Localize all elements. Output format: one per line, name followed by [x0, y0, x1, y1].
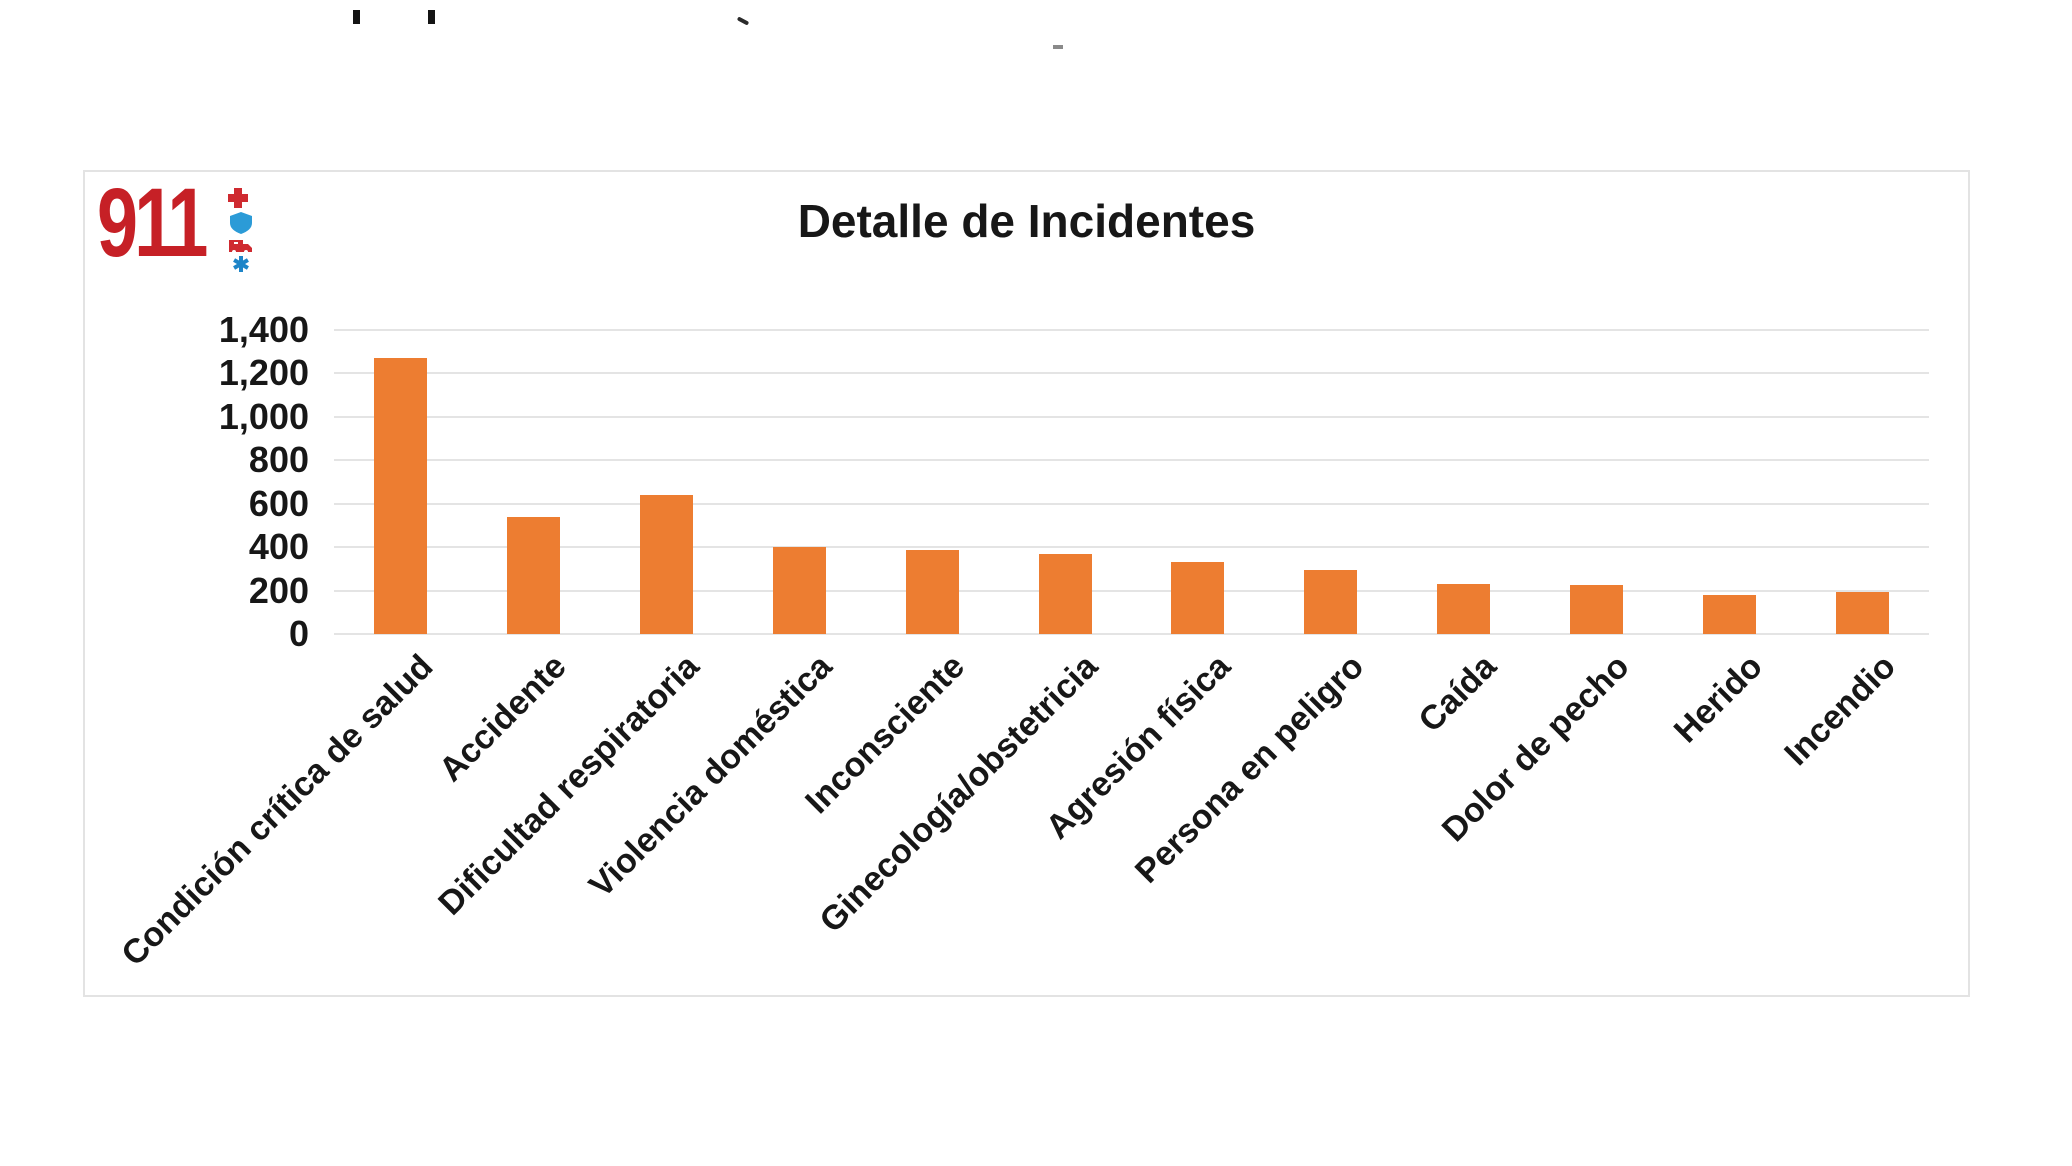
incident-bar-chart: 911 D — [83, 170, 1970, 997]
cutoff-text-fragment — [428, 10, 435, 24]
x-axis-category-label: Ginecología/obstetricia — [812, 647, 1106, 941]
y-axis-tick-label: 1,200 — [218, 352, 309, 394]
gridline — [334, 546, 1929, 549]
x-axis-category-label: Accidente — [431, 647, 574, 790]
cutoff-text-fragment — [1053, 45, 1063, 49]
gridline — [334, 502, 1929, 505]
bar-9 — [1437, 584, 1491, 634]
bar-10 — [1570, 585, 1624, 634]
gridline — [334, 372, 1929, 375]
chart-title: Detalle de Incidentes — [797, 195, 1256, 247]
y-axis-tick-label: 200 — [248, 569, 309, 611]
x-axis-category-label: Violencia doméstica — [581, 647, 840, 905]
bar-5 — [905, 550, 959, 634]
bar-3 — [639, 495, 693, 634]
x-axis-category-label: Incendio — [1776, 647, 1903, 774]
bar-11 — [1703, 594, 1757, 634]
x-axis-category-label: Caída — [1411, 647, 1504, 740]
y-axis-tick-label: 400 — [248, 526, 309, 568]
bar-1 — [373, 358, 427, 634]
bar-8 — [1304, 569, 1358, 634]
plot-area: 0 200 400 600 800 1,000 1,200 1,400 Condición cr… — [115, 312, 1929, 973]
gridline — [334, 589, 1929, 592]
star-of-life-icon — [232, 256, 249, 272]
y-axis-tick-label: 1,000 — [218, 395, 309, 437]
y-axis-tick-label: 800 — [248, 439, 309, 481]
x-axis-category-label: Condición crítica de salud — [114, 647, 441, 974]
gridline — [334, 415, 1929, 418]
y-axis-tick-label: 600 — [248, 482, 309, 524]
cross-icon — [227, 188, 248, 208]
logo-911: 911 — [97, 168, 255, 277]
ambulance-icon — [228, 240, 252, 254]
bar-6 — [1038, 553, 1092, 634]
gridline — [334, 459, 1929, 462]
x-axis-category-label: Herido — [1666, 647, 1770, 751]
x-axis-category-label: Dificultad respiratoria — [431, 647, 707, 923]
bar-12 — [1836, 591, 1890, 634]
x-axis-category-label: Persona en peligro — [1127, 647, 1372, 891]
logo-icon-column — [227, 188, 252, 272]
bar-4 — [772, 547, 826, 634]
bar-7 — [1171, 562, 1225, 634]
gridline — [334, 633, 1929, 635]
gridline — [334, 329, 1929, 331]
shield-icon — [229, 212, 252, 234]
cutoff-text-fragment — [736, 16, 750, 26]
y-axis-tick-label: 1,400 — [218, 309, 309, 350]
logo-911-text: 911 — [97, 168, 208, 277]
bar-2 — [506, 516, 560, 634]
y-axis-tick-label: 0 — [288, 613, 309, 654]
cutoff-text-fragment — [353, 10, 360, 24]
